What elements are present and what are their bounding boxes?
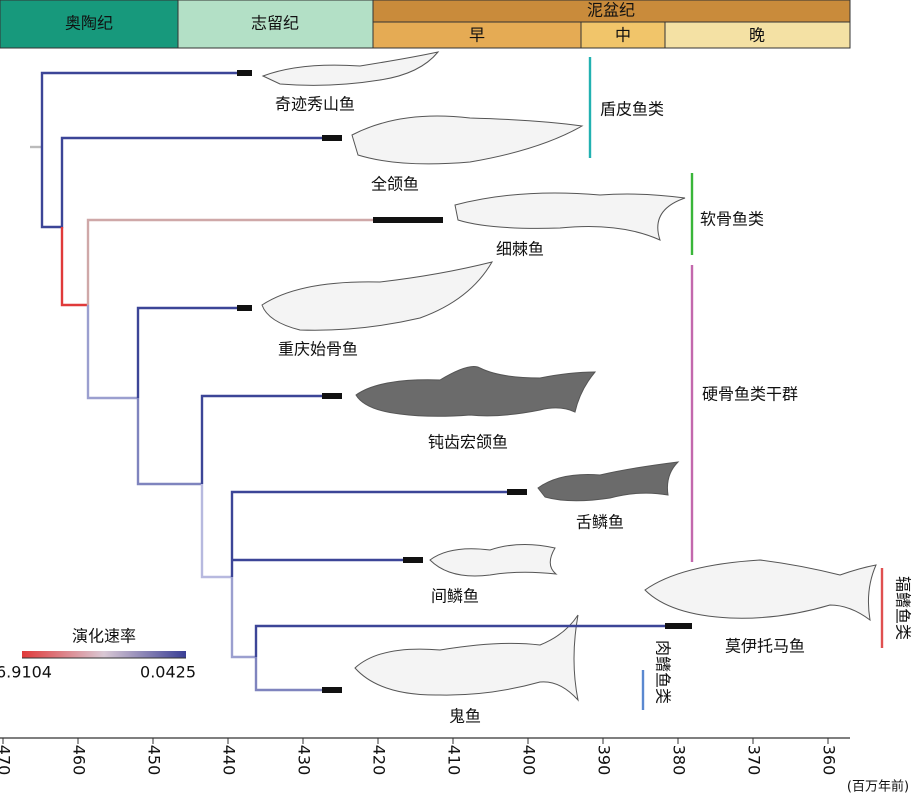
tick-label: 460 xyxy=(70,745,89,776)
legend-gradient xyxy=(22,651,186,658)
tick-label: 360 xyxy=(820,745,839,776)
clade-label: 软骨鱼类 xyxy=(700,210,764,229)
epoch-label: 中 xyxy=(615,26,631,45)
tick-label: 470 xyxy=(0,745,14,776)
tick-label: 370 xyxy=(745,745,764,776)
tick-label: 420 xyxy=(370,745,389,776)
tick-label: 440 xyxy=(220,745,239,776)
axis-ticks: 470 460 450 440 430 420 410 400 390 380 370 360 xyxy=(0,738,839,775)
taxon-label: 奇迹秀山鱼 xyxy=(275,95,355,114)
period-label: 志留纪 xyxy=(251,14,299,33)
taxon-label: 舌鳞鱼 xyxy=(576,513,624,532)
legend-title: 演化速率 xyxy=(72,627,136,646)
tick-label: 430 xyxy=(295,745,314,776)
period-label: 奥陶纪 xyxy=(65,14,113,33)
taxon-label: 重庆始骨鱼 xyxy=(278,340,358,359)
axis-unit: (百万年前) xyxy=(847,779,909,795)
clade-label: 硬骨鱼类干群 xyxy=(702,385,798,404)
clade-label: 肉鳍鱼类 xyxy=(654,640,673,704)
epoch-box xyxy=(664,21,851,49)
tick-label: 390 xyxy=(595,745,614,776)
tick-label: 400 xyxy=(520,745,539,776)
tick-label: 450 xyxy=(145,745,164,776)
epoch-label: 早 xyxy=(469,26,485,45)
period-box xyxy=(177,0,374,49)
tree-branches xyxy=(30,70,692,693)
taxon-label: 钝齿宏颌鱼 xyxy=(428,433,508,452)
taxon-label: 莫伊托马鱼 xyxy=(725,637,805,656)
tick-label: 380 xyxy=(670,745,689,776)
clade-label: 辐鳍鱼类 xyxy=(894,576,913,640)
epoch-label: 晚 xyxy=(749,26,765,45)
taxon-label: 间鳞鱼 xyxy=(431,587,479,606)
legend-high: 0.0425 xyxy=(140,663,196,682)
period-label: 泥盆纪 xyxy=(587,1,635,20)
taxon-label: 细棘鱼 xyxy=(496,240,544,259)
legend-low: 6.9104 xyxy=(0,663,52,682)
taxon-label: 鬼鱼 xyxy=(449,707,481,726)
tick-label: 410 xyxy=(445,745,464,776)
taxon-label: 全颌鱼 xyxy=(371,175,419,194)
fish-illustrations xyxy=(261,51,877,702)
clade-label: 盾皮鱼类 xyxy=(600,100,664,119)
